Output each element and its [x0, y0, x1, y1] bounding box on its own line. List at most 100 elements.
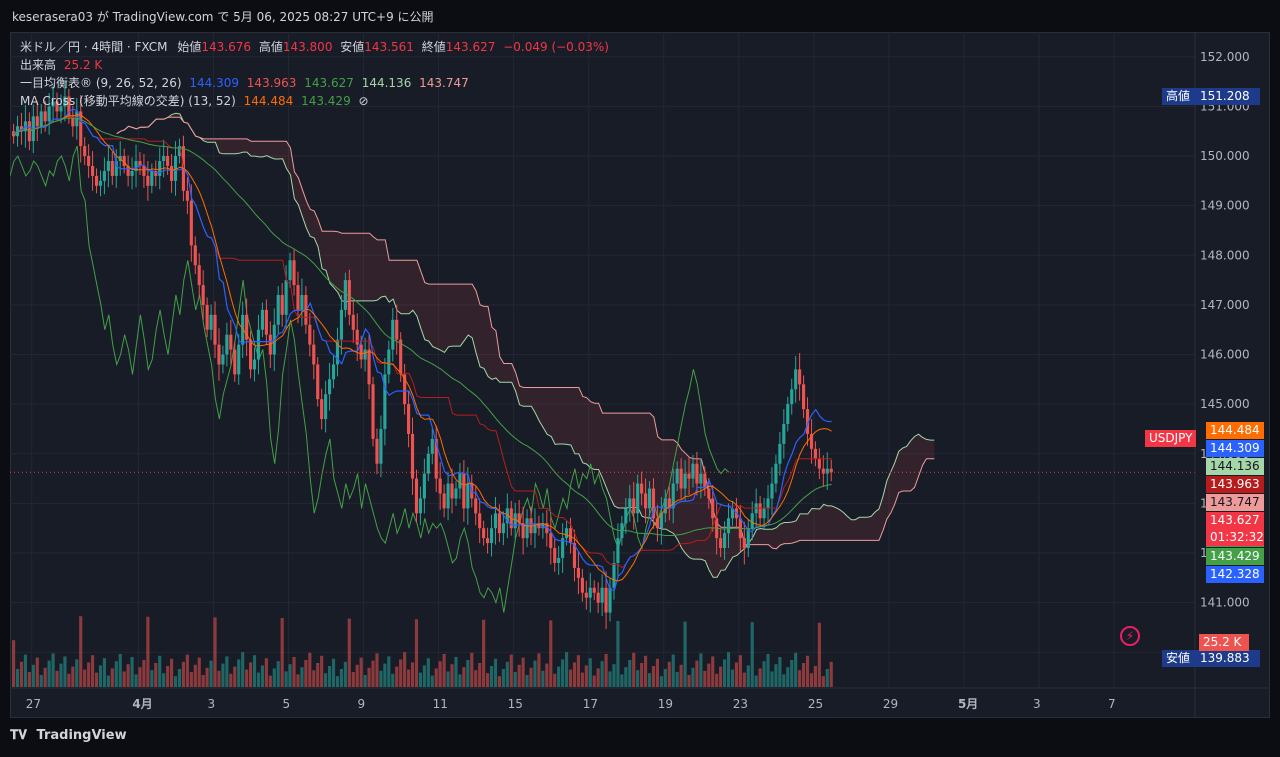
volume-bar: [798, 670, 802, 687]
volume-bar: [300, 667, 304, 687]
volume-bar: [580, 672, 584, 687]
candle-body: [584, 592, 588, 598]
volume-bar: [146, 616, 150, 687]
x-tick-label: 27: [26, 697, 41, 711]
chart-canvas[interactable]: 152.000151.000150.000149.000148.000147.0…: [10, 32, 1270, 718]
volume-bar: [31, 664, 35, 687]
candle-body: [501, 523, 505, 534]
volume-bar: [55, 670, 59, 687]
volume-bar: [671, 654, 675, 687]
candle-body: [379, 428, 383, 464]
candle-body: [51, 101, 55, 107]
volume-bar: [493, 658, 498, 687]
candle-body: [829, 468, 833, 473]
volume-bar: [778, 657, 782, 687]
volume-bar: [742, 672, 746, 687]
candle-body: [482, 528, 486, 539]
volume-bar: [604, 654, 608, 687]
candle-body: [47, 106, 51, 122]
volume-bar: [691, 667, 695, 687]
alert-bolt-icon[interactable]: ⚡: [1120, 626, 1140, 646]
ohlc-high-label: 高値: [258, 40, 283, 54]
x-tick-label: 15: [508, 697, 523, 711]
volume-bar: [296, 674, 300, 687]
volume-bar: [79, 616, 83, 687]
candle-body: [245, 314, 249, 340]
volume-bar: [94, 672, 99, 687]
chart-frame[interactable]: [10, 32, 1270, 718]
ohlc-close-label: 終値: [421, 40, 446, 54]
candle-body: [316, 364, 320, 400]
hidden-eye-icon[interactable]: ⊘: [358, 94, 369, 108]
low-tag-value: 139.883: [1200, 651, 1250, 666]
volume-bar: [221, 663, 225, 687]
volume-bar: [256, 672, 261, 687]
candle-body: [750, 513, 754, 529]
candle-body: [687, 473, 691, 479]
legend-symbol-row: 米ドル／円 · 4時間 · FXCM 始値143.676 高値143.800 安…: [20, 38, 609, 56]
candle-body: [493, 513, 498, 529]
candle-body: [118, 156, 122, 162]
volume-bar: [715, 673, 719, 687]
candle-body: [568, 528, 573, 544]
candle-body: [260, 309, 264, 330]
volume-bar: [572, 662, 577, 687]
volume-bar: [699, 653, 703, 687]
candle-body: [418, 498, 422, 514]
candle-body: [197, 265, 201, 286]
volume-bar: [438, 661, 442, 687]
candle-body: [434, 438, 438, 479]
volume-bar: [478, 663, 482, 687]
volume-bar: [391, 673, 395, 687]
volume-bar: [403, 652, 407, 687]
candle-body: [667, 498, 671, 509]
legend-ma-row[interactable]: MA Cross (移動平均線の交差) (13, 52) 144.484 143…: [20, 92, 609, 110]
volume-bar: [158, 655, 162, 687]
y-tick-label: 152.000: [1200, 50, 1250, 64]
ichimoku-kijun-value: 143.963: [246, 76, 297, 90]
volume-bar: [537, 653, 541, 687]
volume-bar: [687, 675, 691, 687]
volume-bar: [355, 664, 359, 687]
candle-body: [134, 161, 138, 171]
candle-body: [359, 344, 363, 360]
volume-bar: [553, 673, 557, 687]
candle-body: [217, 344, 221, 365]
volume-bar: [817, 622, 821, 687]
symbol-title[interactable]: 米ドル／円 · 4時間 · FXCM: [20, 40, 168, 54]
volume-bar: [197, 657, 201, 687]
candle-body: [683, 473, 687, 489]
candle-body: [324, 394, 328, 420]
volume-bar: [758, 668, 762, 687]
volume-bar: [351, 672, 355, 687]
tradingview-logo-icon[interactable]: 𝐓𝐕: [10, 728, 27, 743]
volume-bar: [667, 661, 671, 687]
volume-bar: [505, 661, 509, 687]
candle-body: [525, 518, 529, 539]
volume-bar: [711, 656, 715, 687]
volume-bar: [655, 658, 659, 687]
volume-bar: [166, 666, 170, 687]
candle-body: [55, 101, 59, 112]
ichimoku-spanb-value: 143.747: [419, 76, 469, 90]
volume-bar: [59, 663, 63, 687]
x-tick-label: 5: [283, 697, 291, 711]
candle-body: [695, 463, 699, 484]
volume-bar: [359, 657, 363, 687]
volume-bar: [470, 652, 474, 687]
price-tag: 144.136: [1206, 457, 1264, 475]
ohlc-open-label: 始値: [177, 40, 202, 54]
volume-bar: [280, 618, 284, 687]
candle-body: [91, 165, 95, 176]
volume-bar: [501, 669, 505, 687]
legend-ichimoku-row[interactable]: 一目均衡表® (9, 26, 52, 26) 144.309 143.963 1…: [20, 74, 609, 92]
x-tick-label: 25: [808, 697, 823, 711]
ichimoku-tenkan-value: 144.309: [189, 76, 239, 90]
candle-body: [35, 116, 39, 127]
candle-body: [177, 146, 182, 157]
volume-bar: [766, 654, 770, 687]
volume-bar: [802, 663, 806, 687]
legend-volume-row[interactable]: 出来高 25.2 K: [20, 56, 609, 74]
candle-body: [288, 260, 292, 281]
volume-bar: [43, 667, 47, 687]
